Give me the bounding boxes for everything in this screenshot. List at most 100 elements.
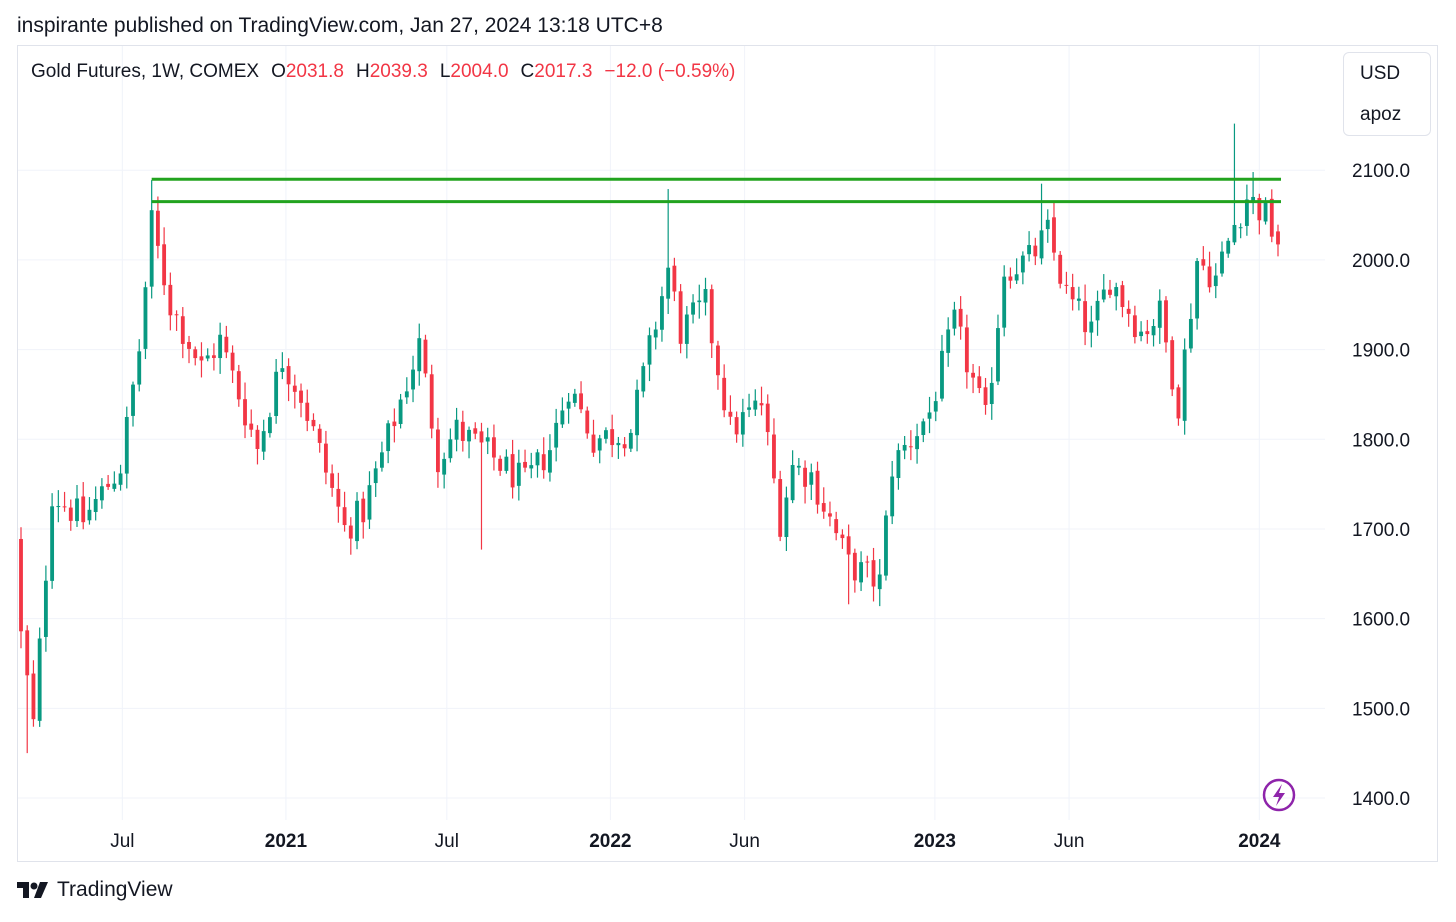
candle [1170, 336, 1175, 397]
candle [1201, 246, 1206, 271]
candle [572, 388, 577, 407]
footer-branding[interactable]: TradingView [17, 878, 173, 902]
candle [168, 272, 173, 331]
chart-frame [17, 45, 1438, 862]
candle [1220, 241, 1224, 277]
grid-layer [18, 46, 1325, 820]
candle [1132, 305, 1137, 344]
candle [348, 517, 353, 555]
candle [1195, 257, 1200, 330]
candle [498, 455, 503, 476]
candle [56, 490, 61, 523]
candle [933, 391, 938, 422]
candle [902, 435, 907, 460]
candle [1064, 271, 1069, 294]
candle [535, 449, 540, 478]
y-tick-label: 2100.0 [1352, 161, 1410, 182]
candle [99, 478, 104, 509]
candle [734, 411, 739, 443]
candle [243, 382, 247, 439]
candle [323, 430, 328, 485]
candle [709, 284, 714, 358]
candle [927, 396, 932, 434]
candle [205, 348, 210, 362]
x-tick-label: Jun [729, 831, 760, 852]
candle [19, 527, 23, 649]
candle [1014, 258, 1019, 284]
candle [174, 310, 179, 331]
candle [1020, 251, 1025, 285]
candle [305, 389, 310, 432]
candle [1164, 296, 1168, 353]
candle [859, 551, 863, 592]
candle [840, 529, 845, 549]
candle [81, 482, 86, 530]
candle [896, 443, 901, 490]
candle [224, 325, 229, 359]
candle [865, 555, 870, 578]
x-tick-label: 2023 [914, 831, 956, 852]
candle [759, 386, 764, 416]
candle [541, 437, 546, 479]
candle [299, 383, 303, 418]
candle [37, 627, 42, 727]
candle [1213, 263, 1218, 299]
close-label: C [520, 61, 535, 82]
candle [330, 464, 335, 497]
candle [678, 284, 683, 354]
candle [940, 334, 944, 402]
candle [355, 492, 359, 550]
candle [1269, 189, 1274, 243]
candle [747, 393, 751, 418]
y-tick-label: 1600.0 [1352, 610, 1410, 631]
candle [989, 367, 994, 420]
candle [87, 497, 92, 525]
candle [236, 364, 241, 407]
lightning-icon[interactable] [1262, 778, 1296, 812]
y-tick-label: 1900.0 [1352, 341, 1410, 362]
candle [68, 499, 73, 531]
change-value: −12.0 (−0.59%) [604, 61, 736, 82]
candle [93, 486, 98, 521]
candle [765, 394, 770, 446]
candle [492, 424, 496, 471]
candle [809, 463, 814, 501]
candle [790, 450, 795, 504]
candle [890, 460, 895, 525]
candle [585, 406, 590, 439]
candle [1176, 384, 1181, 426]
candle [473, 422, 478, 440]
currency-unit-button[interactable]: USD apoz [1343, 52, 1431, 136]
candle [454, 407, 459, 452]
candle [523, 449, 527, 473]
candle [218, 322, 223, 374]
candle [821, 487, 826, 519]
candle [977, 366, 982, 394]
candle [1008, 267, 1013, 289]
candle [1033, 237, 1038, 266]
high-value: 2039.3 [369, 61, 428, 82]
candle [280, 352, 285, 380]
x-tick-label: 2024 [1238, 831, 1281, 852]
candle [448, 428, 453, 463]
candle [796, 457, 801, 476]
x-tick-label: 2021 [265, 831, 308, 852]
candle [728, 395, 733, 425]
candle [460, 410, 465, 452]
horizontal-lines-layer [151, 177, 1281, 204]
candle [516, 449, 521, 501]
symbol-label[interactable]: Gold Futures, 1W, COMEX [31, 61, 260, 82]
candle [230, 345, 235, 384]
low-value: 2004.0 [450, 61, 509, 82]
candle [529, 452, 534, 479]
candle [716, 340, 720, 390]
candle [1238, 223, 1243, 239]
candle [75, 484, 79, 527]
candle [43, 565, 48, 652]
brand-name: TradingView [57, 878, 173, 901]
candle [622, 437, 627, 457]
candle [386, 420, 391, 464]
candle [373, 461, 378, 497]
candle [610, 414, 615, 458]
